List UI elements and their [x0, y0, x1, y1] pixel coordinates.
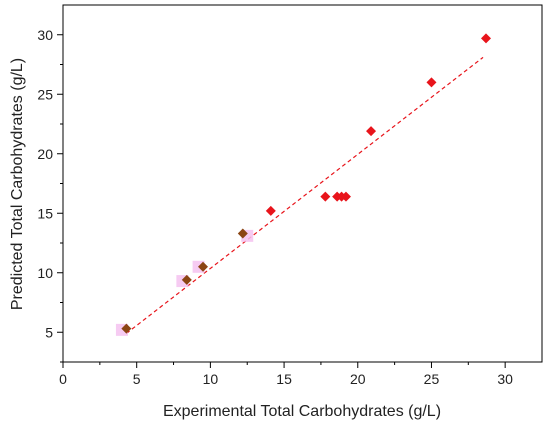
- x-tick-label: 10: [203, 371, 219, 387]
- x-axis-title: Experimental Total Carbohydrates (g/L): [163, 403, 441, 420]
- x-tick-label: 15: [276, 371, 292, 387]
- data-point-diamond: [198, 261, 209, 272]
- y-tick-label: 10: [37, 265, 53, 281]
- trend-line: [126, 56, 484, 334]
- data-point-diamond: [426, 77, 437, 88]
- y-tick-label: 20: [37, 146, 53, 162]
- y-axis-title: Predicted Total Carbohydrates (g/L): [9, 58, 26, 310]
- x-tick-label: 20: [350, 371, 366, 387]
- data-point-diamond: [181, 274, 192, 285]
- y-tick-label: 30: [37, 27, 53, 43]
- data-point-diamond: [237, 228, 248, 239]
- data-point-diamond: [121, 323, 132, 334]
- x-tick-label: 5: [133, 371, 141, 387]
- y-axis: 5 10 15 20 25 30: [37, 27, 63, 363]
- data-points: [115, 33, 491, 336]
- data-point-diamond: [366, 126, 377, 137]
- y-tick-label: 25: [37, 86, 53, 102]
- plot-frame: [62, 4, 543, 363]
- x-tick-label: 30: [497, 371, 513, 387]
- y-tick-label: 5: [45, 324, 53, 340]
- data-point-diamond: [320, 191, 331, 202]
- data-point-diamond: [480, 33, 491, 44]
- y-tick-label: 15: [37, 205, 53, 221]
- data-point-diamond: [340, 191, 351, 202]
- x-axis: 0 5 10 15 20 25 30: [59, 362, 513, 387]
- data-point-diamond: [265, 205, 276, 216]
- x-tick-label: 0: [59, 371, 67, 387]
- x-tick-label: 25: [424, 371, 440, 387]
